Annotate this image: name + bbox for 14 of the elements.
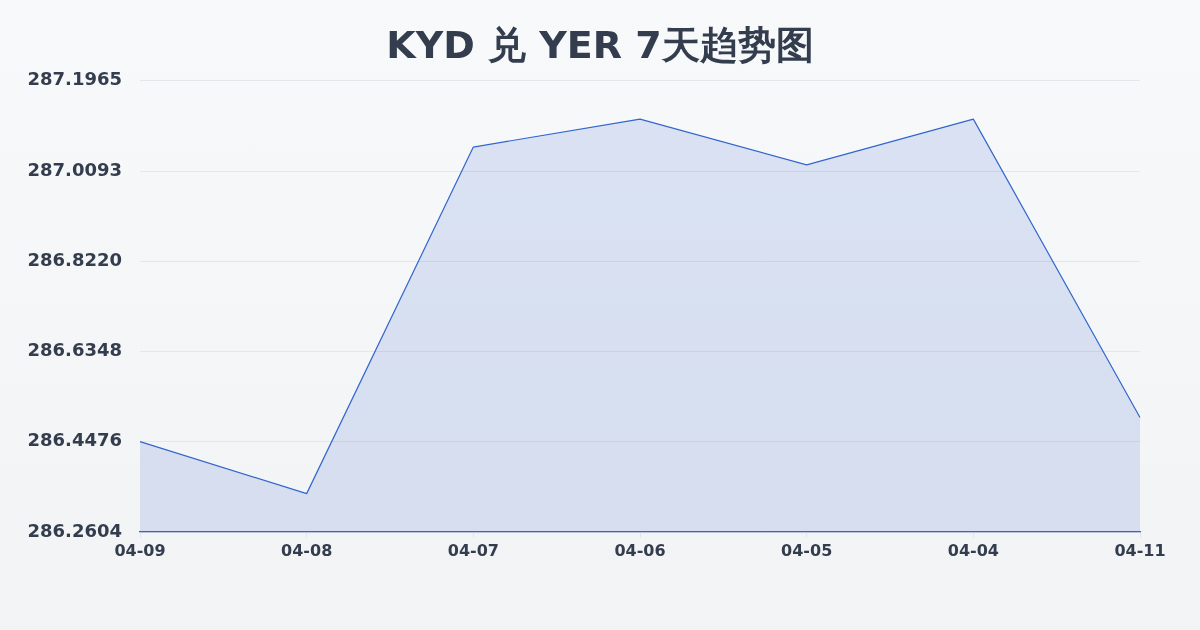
x-tick-label: 04-06 [614, 540, 666, 560]
y-tick-label: 286.8220 [27, 248, 122, 270]
x-tick-label: 04-07 [447, 540, 499, 560]
x-tick-label: 04-05 [781, 540, 833, 560]
chart-title: KYD 兑 YER 7天趋势图 [385, 22, 815, 69]
x-tick-label: 04-08 [281, 540, 333, 560]
x-tick-label: 04-09 [114, 540, 166, 560]
x-tick-label: 04-11 [1114, 540, 1166, 560]
y-tick-label: 286.6348 [27, 339, 122, 361]
x-tick-label: 04-04 [947, 540, 999, 560]
y-tick-label: 286.2604 [27, 519, 122, 541]
y-tick-label: 287.1965 [27, 68, 122, 90]
y-tick-label: 286.4476 [27, 429, 122, 451]
y-tick-label: 287.0093 [27, 158, 122, 180]
